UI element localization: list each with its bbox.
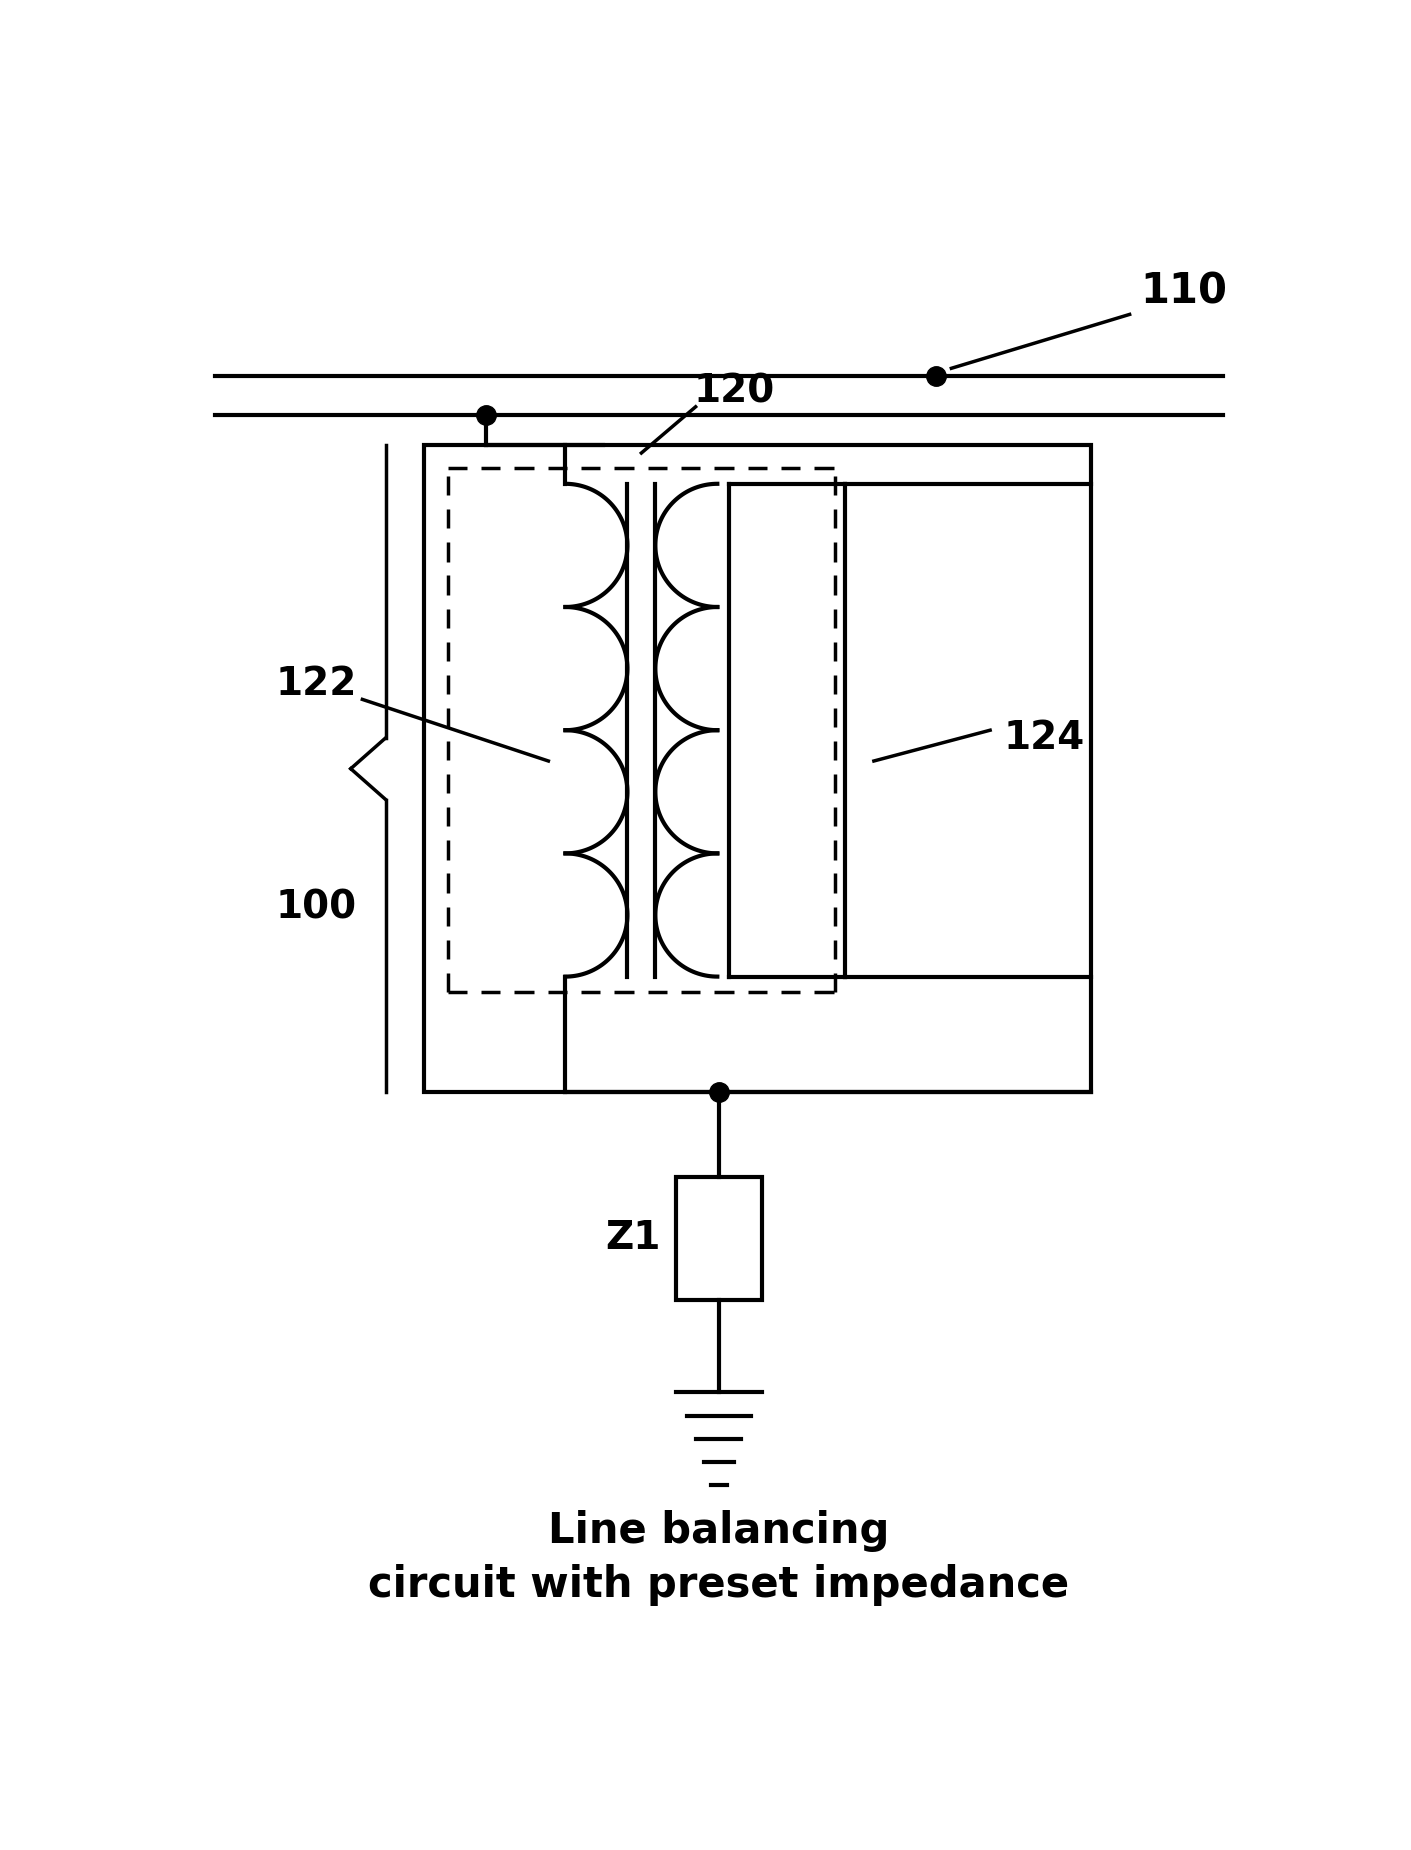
Text: 110: 110 — [1140, 270, 1228, 313]
Text: 122: 122 — [275, 664, 357, 703]
Text: 120: 120 — [694, 372, 775, 411]
Text: Line balancing: Line balancing — [549, 1510, 889, 1552]
Text: 100: 100 — [275, 888, 357, 927]
Text: circuit with preset impedance: circuit with preset impedance — [368, 1563, 1070, 1606]
Text: Z1: Z1 — [605, 1219, 660, 1258]
Text: 124: 124 — [1003, 720, 1085, 757]
Bar — [425, 446, 1091, 1092]
Bar — [676, 1177, 762, 1301]
